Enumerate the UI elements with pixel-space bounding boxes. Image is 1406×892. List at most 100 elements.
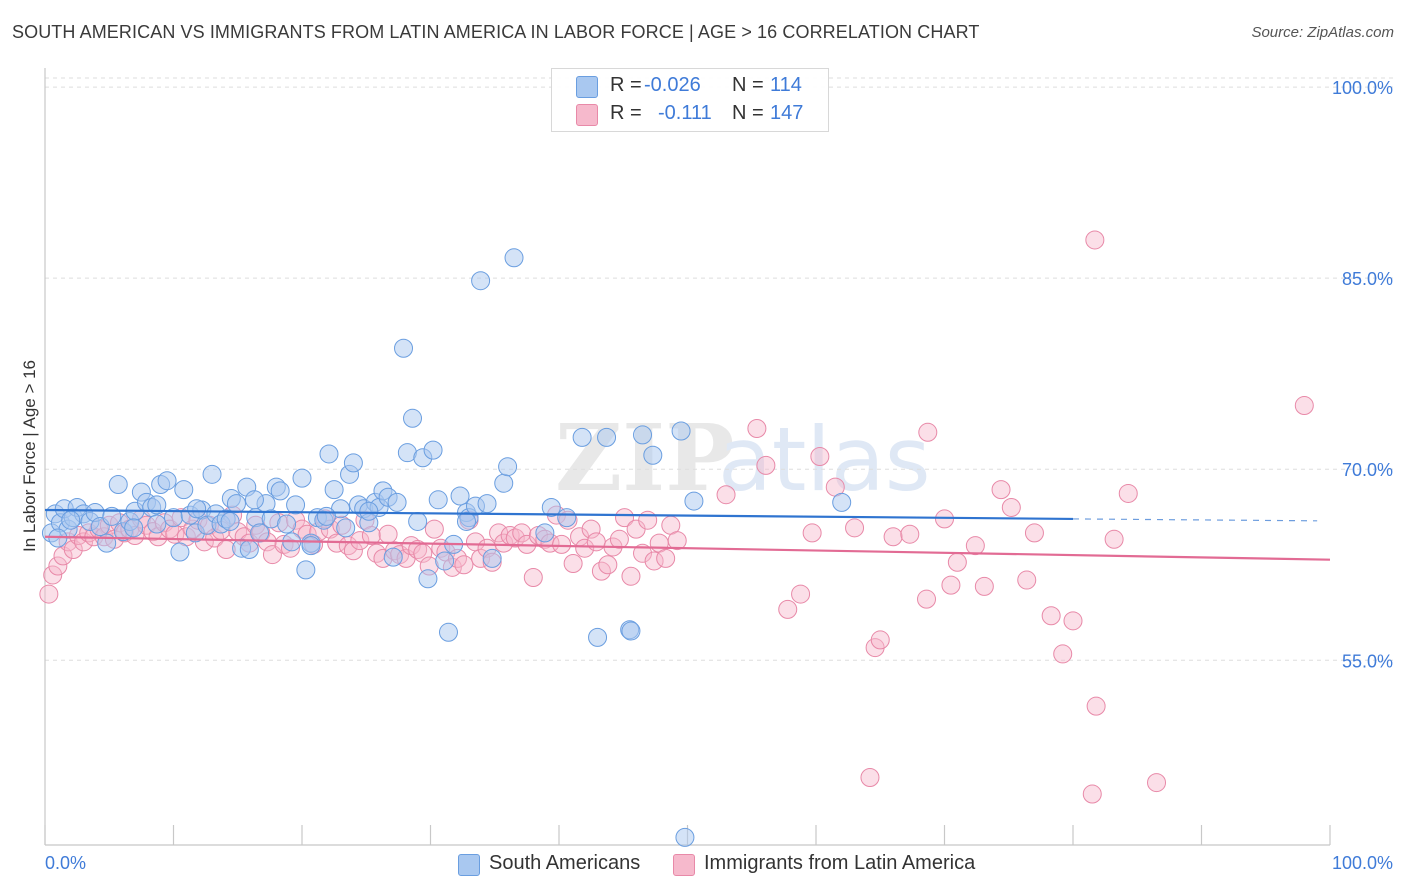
data-point-south-americans [394, 338, 414, 358]
data-point-immigrants [860, 767, 880, 787]
data-point-south-americans [336, 518, 356, 538]
data-point-south-americans [226, 494, 246, 514]
y-tick-label: 100.0% [1332, 78, 1393, 98]
data-point-immigrants [1053, 644, 1073, 664]
trendline-south-americans-projection [1072, 518, 1318, 522]
legend-item-label: South Americans [489, 852, 641, 874]
data-point-south-americans [319, 444, 339, 464]
data-point-immigrants [378, 524, 398, 544]
data-point-immigrants [523, 568, 543, 588]
legend-r-value: -0.026 [644, 74, 701, 96]
data-point-immigrants [883, 527, 903, 547]
data-point-immigrants [39, 584, 59, 604]
data-point-immigrants [43, 565, 63, 585]
data-point-south-americans [270, 481, 290, 501]
data-point-south-americans [286, 495, 306, 515]
data-point-south-americans [671, 421, 691, 441]
data-point-immigrants [48, 556, 68, 576]
data-point-south-americans [643, 445, 663, 465]
series-legend: South Americans Immigrants from Latin Am… [0, 852, 1406, 878]
data-point-immigrants [408, 539, 428, 559]
data-point-immigrants [917, 589, 937, 609]
data-point-immigrants [991, 480, 1011, 500]
y-tick-label: 85.0% [1342, 269, 1393, 289]
data-point-south-americans [418, 569, 438, 589]
data-point-south-americans [633, 425, 653, 445]
data-point-immigrants [1294, 396, 1314, 416]
data-point-immigrants [1017, 570, 1037, 590]
data-point-immigrants [747, 418, 767, 438]
data-point-immigrants [716, 485, 736, 505]
trendline-south-americans [44, 508, 1074, 521]
legend-item-label: Immigrants from Latin America [704, 852, 976, 874]
data-point-immigrants [552, 534, 572, 554]
legend-r-value: -0.111 [658, 102, 712, 124]
chart-title: SOUTH AMERICAN VS IMMIGRANTS FROM LATIN … [12, 22, 980, 42]
data-point-south-americans [296, 560, 316, 580]
data-point-immigrants [1085, 230, 1105, 250]
data-point-immigrants [810, 447, 830, 466]
data-point-immigrants [454, 555, 474, 575]
data-point-south-americans [408, 511, 428, 531]
data-point-immigrants [424, 519, 444, 539]
data-point-south-americans [494, 473, 514, 493]
data-point-south-americans [316, 506, 336, 526]
data-point-south-americans [675, 827, 695, 847]
data-point-south-americans [61, 510, 81, 530]
trendline-immigrants [44, 535, 1331, 561]
data-point-immigrants [1082, 784, 1102, 804]
data-point-south-americans [504, 248, 524, 268]
data-point-south-americans [187, 499, 207, 519]
legend-n-value: 147 [770, 102, 804, 124]
data-point-south-americans [343, 453, 363, 473]
data-point-south-americans [147, 495, 167, 515]
data-point-immigrants [1104, 529, 1124, 549]
y-axis-label: In Labor Force | Age > 16 [20, 359, 39, 553]
data-point-south-americans [174, 480, 194, 500]
legend-swatch-pink [576, 104, 598, 126]
zipatlas-watermark: ZIP atlas [555, 404, 931, 512]
data-point-south-americans [832, 492, 852, 512]
legend-n-value: 114 [770, 74, 802, 96]
data-point-south-americans [239, 539, 259, 559]
data-point-immigrants [505, 528, 525, 548]
data-point-immigrants [563, 553, 583, 573]
source-credit: Source: ZipAtlas.com [1251, 24, 1394, 41]
data-point-south-americans [124, 518, 144, 538]
legend-r-label: R = [610, 74, 642, 96]
data-point-immigrants [581, 519, 601, 539]
svg-text:atlas: atlas [718, 408, 931, 511]
data-point-south-americans [102, 506, 122, 526]
data-point-south-americans [482, 548, 502, 568]
data-point-immigrants [778, 599, 798, 619]
stats-legend: R = -0.026 N = 114 R = -0.111 N = 147 [551, 68, 829, 132]
data-point-south-americans [359, 501, 379, 521]
data-point-immigrants [609, 529, 629, 549]
data-point-immigrants [575, 538, 595, 558]
data-point-south-americans [438, 622, 458, 642]
data-point-south-americans [498, 457, 518, 477]
data-point-south-americans [202, 464, 222, 484]
data-point-immigrants [598, 555, 618, 575]
data-point-south-americans [477, 494, 497, 514]
legend-swatch-blue [576, 76, 598, 98]
data-point-immigrants [974, 576, 994, 596]
data-point-south-americans [387, 492, 407, 512]
data-point-immigrants [621, 566, 641, 586]
data-point-immigrants [494, 533, 514, 553]
data-point-immigrants [791, 584, 811, 604]
data-point-immigrants [644, 551, 664, 571]
data-point-immigrants [870, 630, 890, 650]
data-point-south-americans [292, 468, 312, 488]
data-point-south-americans [450, 486, 470, 506]
data-point-south-americans [220, 511, 240, 531]
data-point-immigrants [802, 523, 822, 543]
legend-r-label: R = [610, 102, 642, 124]
data-point-south-americans [423, 440, 443, 460]
data-point-south-americans [597, 427, 617, 447]
data-point-south-americans [471, 271, 491, 291]
data-point-immigrants [900, 524, 920, 544]
data-point-immigrants [845, 518, 865, 538]
data-point-south-americans [572, 427, 592, 447]
legend-n-label: N = [732, 102, 764, 124]
